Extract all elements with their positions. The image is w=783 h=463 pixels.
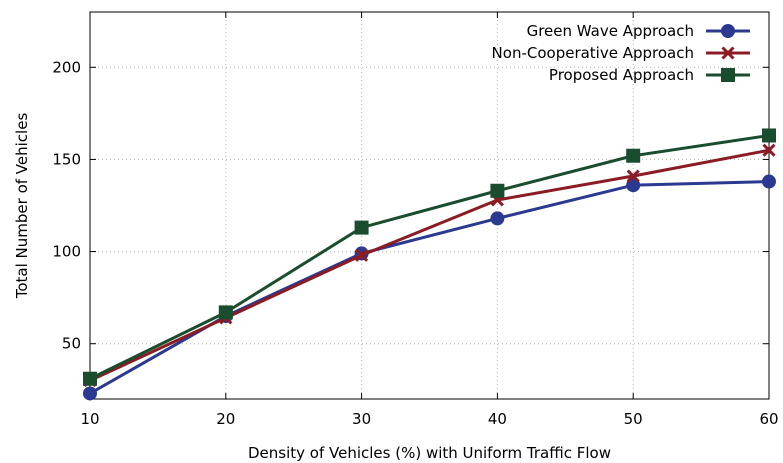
data-point bbox=[762, 174, 776, 189]
data-point bbox=[626, 178, 641, 193]
data-point bbox=[83, 371, 97, 386]
legend-entry: Green Wave Approach bbox=[527, 22, 750, 40]
legend-entry: Non-Cooperative Approach bbox=[492, 44, 750, 62]
x-tick-label: 30 bbox=[352, 410, 371, 428]
legend-marker bbox=[721, 24, 735, 38]
series-line bbox=[89, 180, 770, 395]
legend-entry: Proposed Approach bbox=[549, 66, 750, 84]
x-axis-title: Density of Vehicles (%) with Uniform Tra… bbox=[248, 444, 611, 462]
data-point bbox=[490, 183, 505, 198]
data-point bbox=[762, 128, 776, 143]
y-tick-label: 200 bbox=[52, 58, 81, 76]
legend-label: Non-Cooperative Approach bbox=[492, 44, 694, 62]
legend-label: Green Wave Approach bbox=[527, 22, 694, 40]
legend-marker bbox=[721, 68, 735, 82]
x-tick-label: 60 bbox=[759, 410, 778, 428]
series-2 bbox=[83, 143, 776, 388]
grid bbox=[90, 12, 769, 399]
series-line bbox=[89, 133, 770, 381]
data-point bbox=[83, 386, 97, 401]
data-point bbox=[218, 305, 233, 320]
y-tick-label: 150 bbox=[52, 150, 81, 168]
y-tick-label: 50 bbox=[62, 335, 81, 353]
data-point bbox=[762, 143, 776, 157]
legend: Green Wave Approach Non-Cooperative Appro… bbox=[492, 22, 750, 84]
series-line bbox=[89, 148, 770, 382]
series-layer bbox=[83, 128, 776, 401]
axes: 10 20 30 40 50 60 50 100 150 200 bbox=[52, 11, 779, 428]
series-3 bbox=[83, 128, 776, 386]
legend-label: Proposed Approach bbox=[549, 66, 694, 84]
plot-frame bbox=[89, 11, 770, 400]
x-tick-label: 10 bbox=[80, 410, 99, 428]
x-tick-label: 50 bbox=[624, 410, 643, 428]
y-axis-title: Total Number of Vehicles bbox=[13, 113, 31, 300]
data-point bbox=[490, 211, 505, 226]
x-tick-label: 20 bbox=[216, 410, 235, 428]
data-point bbox=[354, 220, 369, 235]
legend-marker bbox=[721, 46, 735, 60]
data-point bbox=[626, 148, 641, 163]
data-point bbox=[355, 248, 369, 262]
x-tick-label: 40 bbox=[488, 410, 507, 428]
data-point bbox=[626, 169, 640, 183]
y-tick-label: 100 bbox=[52, 243, 81, 261]
